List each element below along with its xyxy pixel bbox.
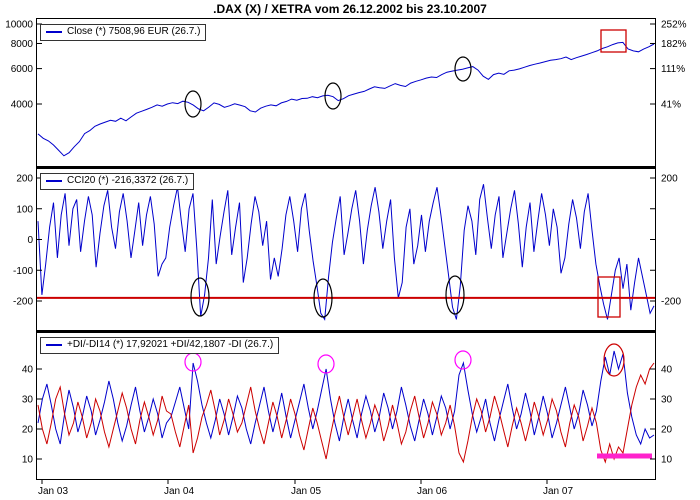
y-axis-label-left: 0 (27, 235, 33, 246)
y-axis-label-left: 30 (22, 395, 34, 406)
y-axis-label-left: -100 (13, 266, 33, 277)
cci-panel-canvas[interactable] (36, 167, 656, 331)
y-axis-label-left: 20 (22, 425, 34, 436)
chart-title: .DAX (X) / XETRA vom 26.12.2002 bis 23.1… (213, 2, 487, 16)
y-axis-label-left: 200 (16, 174, 33, 185)
y-axis-label-right: 40 (661, 365, 673, 376)
y-axis-label-right: 252% (661, 20, 687, 31)
y-axis-label-right: 200 (661, 174, 678, 185)
y-axis-label-left: 8000 (11, 39, 34, 50)
x-axis-label: Jan 05 (291, 486, 321, 497)
y-axis-label-left: 6000 (11, 64, 34, 75)
x-axis-label: Jan 03 (38, 486, 68, 497)
di-legend[interactable]: +DI/-DI14 (*) 17,92021 +DI/42,1807 -DI (… (40, 337, 280, 354)
cci-legend-label: CCI20 (*) -216,3372 (26.7.) (67, 175, 189, 186)
y-axis-label-left: 10000 (5, 20, 33, 31)
price-legend-label: Close (*) 7508,96 EUR (26.7.) (67, 26, 201, 37)
cci-legend[interactable]: CCI20 (*) -216,3372 (26.7.) (40, 173, 195, 190)
y-axis-label-right: 182% (661, 39, 687, 50)
cci-line-sample-icon (46, 180, 62, 182)
close-line-sample-icon (46, 31, 62, 33)
di-line-sample-icon (46, 344, 62, 346)
y-axis-label-left: 100 (16, 204, 33, 215)
y-axis-label-right: 20 (661, 425, 673, 436)
y-axis-label-left: 4000 (11, 100, 34, 111)
y-axis-label-right: 10 (661, 455, 673, 466)
y-axis-label-left: 10 (22, 455, 34, 466)
y-axis-label-left: 40 (22, 365, 34, 376)
y-axis-label-right: 111% (661, 64, 685, 75)
y-axis-label-right: -200 (661, 297, 681, 308)
y-axis-label-left: -200 (13, 297, 33, 308)
di-legend-label: +DI/-DI14 (*) 17,92021 +DI/42,1807 -DI (… (67, 339, 274, 350)
x-axis-label: Jan 07 (543, 486, 573, 497)
x-axis-label: Jan 06 (417, 486, 447, 497)
x-axis-label: Jan 04 (164, 486, 194, 497)
price-legend[interactable]: Close (*) 7508,96 EUR (26.7.) (40, 24, 207, 41)
y-axis-label-right: 30 (661, 395, 673, 406)
y-axis-label-right: 41% (661, 100, 681, 111)
